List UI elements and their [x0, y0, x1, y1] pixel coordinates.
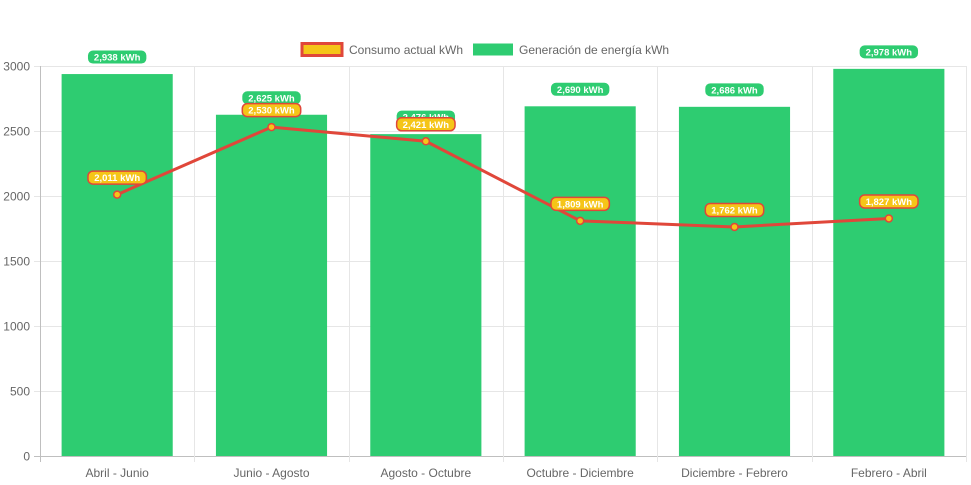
point-consumo[interactable]	[884, 214, 894, 223]
y-tick-label: 1500	[3, 255, 30, 269]
data-label-generacion: 2,625 kWh	[248, 93, 295, 104]
legend-label-generacion[interactable]: Generación de energía kWh	[519, 43, 669, 57]
y-tick-label: 0	[23, 450, 30, 464]
legend[interactable]: Consumo actual kWh Generación de energía…	[300, 42, 669, 57]
data-label-generacion-bg	[87, 50, 147, 64]
x-tick-label: Octubre - Diciembre	[526, 466, 634, 480]
bar-generacion[interactable]	[833, 68, 945, 457]
y-tick-label: 2500	[3, 125, 30, 139]
x-tick-label: Diciembre - Febrero	[681, 466, 788, 480]
data-label-consumo: 1,762 kWh	[711, 205, 758, 216]
y-tick-label: 500	[10, 385, 30, 399]
data-label-generacion-bg	[859, 45, 919, 59]
x-tick-label: Junio - Agosto	[233, 466, 309, 480]
data-label-generacion-bg	[705, 83, 764, 97]
bar-generacion[interactable]	[215, 114, 328, 456]
data-label-consumo: 2,530 kWh	[248, 106, 295, 117]
point-consumo[interactable]	[112, 190, 122, 199]
data-label-consumo-bg	[858, 194, 919, 209]
axis-layer: 0 500 1000 1500 2000 2500 3000 Abril - Junio Jun…	[3, 60, 927, 481]
data-label-generacion-bg	[242, 91, 301, 105]
point-consumo[interactable]	[421, 137, 431, 146]
data-label-consumo-bg	[550, 196, 611, 212]
y-tick-label: 2000	[3, 190, 30, 204]
x-tick-label: Agosto - Octubre	[380, 466, 471, 480]
data-label-consumo-bg	[241, 102, 302, 118]
data-label-consumo: 1,827 kWh	[866, 197, 913, 208]
point-consumo[interactable]	[267, 122, 276, 132]
data-label-generacion: 2,686 kWh	[711, 85, 758, 96]
legend-label-consumo[interactable]: Consumo actual kWh	[349, 43, 463, 57]
line-consumo	[116, 125, 889, 229]
line-layer	[112, 122, 894, 232]
bar-generacion[interactable]	[61, 74, 173, 456]
bar-generacion[interactable]	[678, 106, 791, 456]
legend-swatch-consumo[interactable]	[300, 42, 344, 57]
data-label-generacion: 2,690 kWh	[557, 85, 604, 96]
data-label-generacion: 2,978 kWh	[866, 47, 913, 58]
data-label-consumo-bg	[87, 170, 148, 185]
data-label-generacion: 2,938 kWh	[94, 53, 141, 64]
data-label-consumo: 1,809 kWh	[557, 199, 604, 210]
y-tick-label: 3000	[3, 60, 30, 74]
grid-layer	[34, 66, 967, 462]
x-tick-label: Febrero - Abril	[851, 466, 927, 480]
bar-layer	[61, 68, 945, 457]
point-consumo[interactable]	[575, 216, 585, 226]
data-label-consumo: 2,421 kWh	[403, 120, 450, 131]
data-label-generacion-bg	[550, 82, 610, 96]
legend-swatch-generacion[interactable]	[473, 43, 513, 56]
y-tick-label: 1000	[3, 320, 30, 334]
bar-generacion[interactable]	[370, 134, 482, 456]
data-label-consumo: 2,011 kWh	[94, 173, 140, 184]
bar-generacion[interactable]	[524, 106, 636, 457]
x-tick-label: Abril - Junio	[85, 466, 149, 480]
data-label-consumo-bg	[704, 202, 765, 218]
data-label-consumo-bg	[395, 117, 456, 132]
point-consumo[interactable]	[730, 222, 739, 232]
